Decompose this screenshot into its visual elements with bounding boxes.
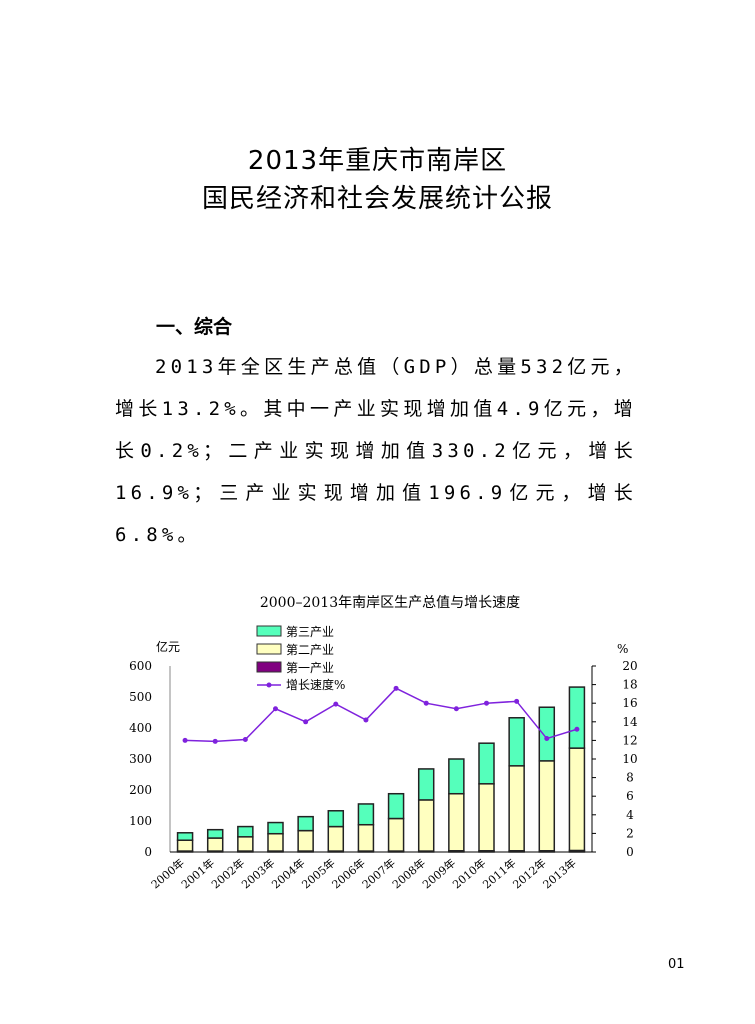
bar-第二产业-2011年 xyxy=(508,765,525,852)
growth-point-2012年 xyxy=(544,736,550,742)
y-tick-label: 500 xyxy=(129,690,152,704)
legend-label: 第一产业 xyxy=(286,661,334,675)
growth-point-2002年 xyxy=(242,736,248,742)
x-tick-label: 2007年 xyxy=(359,856,398,892)
bar-第二产业-2009年 xyxy=(448,792,465,852)
growth-point-2011年 xyxy=(514,698,520,704)
y-axis-label: 亿元 xyxy=(156,639,180,654)
document-title-line1: 2013年重庆市南岸区 xyxy=(247,146,508,176)
legend-swatch xyxy=(256,625,282,637)
bar-第三产业-2005年 xyxy=(327,810,345,828)
y-tick-label: 600 xyxy=(129,659,152,673)
bar-第二产业-2010年 xyxy=(478,783,495,852)
bar-第二产业-2002年 xyxy=(237,836,254,852)
bar-第二产业-2012年 xyxy=(538,760,556,852)
y2-tick-label: 12 xyxy=(622,733,637,747)
x-tick-label: 2000年 xyxy=(148,856,187,892)
document-title-line2: 国民经济和社会发展统计公报 xyxy=(201,184,553,214)
legend-label: 第三产业 xyxy=(286,625,334,639)
x-tick-label: 2004年 xyxy=(269,856,308,892)
x-tick-label: 2008年 xyxy=(389,856,428,892)
x-tick-label: 2009年 xyxy=(419,856,458,892)
bar-第二产业-2003年 xyxy=(267,832,284,852)
bar-第二产业-2004年 xyxy=(297,829,314,852)
bar-第三产业-2011年 xyxy=(508,717,525,767)
bar-第三产业-2010年 xyxy=(478,742,495,785)
y2-tick-label: 16 xyxy=(622,696,637,710)
bar-第二产业-2005年 xyxy=(327,825,345,852)
bar-第三产业-2001年 xyxy=(206,828,224,839)
bar-第三产业-2012年 xyxy=(538,706,556,762)
y2-tick-label: 0 xyxy=(626,845,634,859)
y2-tick-label: 20 xyxy=(622,659,637,673)
y2-tick-label: 14 xyxy=(622,715,638,729)
growth-point-2005年 xyxy=(333,701,339,707)
bar-第二产业-2001年 xyxy=(206,837,224,852)
growth-point-2010年 xyxy=(484,700,489,706)
x-tick-label: 2001年 xyxy=(178,856,217,892)
y2-tick-label: 10 xyxy=(622,752,637,766)
growth-point-2000年 xyxy=(182,737,188,743)
x-tick-label: 2005年 xyxy=(299,856,338,892)
x-tick-label: 2006年 xyxy=(329,856,368,892)
legend-label: 第二产业 xyxy=(286,643,334,657)
legend-label: 增长速度% xyxy=(286,677,345,692)
bar-第二产业-2007年 xyxy=(387,817,405,852)
x-tick-label: 2011年 xyxy=(480,856,519,892)
y2-tick-label: 6 xyxy=(626,789,634,803)
growth-point-2013年 xyxy=(574,726,580,732)
growth-point-2006年 xyxy=(363,717,369,723)
growth-point-2007年 xyxy=(393,685,399,691)
y2-axis-label: % xyxy=(617,642,628,656)
y2-tick-label: 4 xyxy=(626,808,634,822)
growth-point-2009年 xyxy=(453,706,459,712)
chart-title: 2000–2013年南岸区生产总值与增长速度 xyxy=(260,595,520,611)
summary-paragraph: 2013年全区生产总值（GDP）总量532亿元，增长13.2%。其中一产业实现增… xyxy=(115,356,637,546)
legend-swatch xyxy=(256,661,282,673)
bar-第三产业-2006年 xyxy=(357,803,375,826)
x-tick-label: 2002年 xyxy=(208,856,247,892)
legend-line-marker xyxy=(266,682,272,688)
section-heading: 一、综合 xyxy=(156,316,233,338)
x-tick-label: 2003年 xyxy=(239,856,278,892)
bar-第三产业-2008年 xyxy=(417,768,435,801)
x-tick-label: 2013年 xyxy=(540,856,579,892)
bar-第二产业-2000年 xyxy=(176,839,194,852)
bar-第三产业-2009年 xyxy=(448,758,465,795)
growth-point-2003年 xyxy=(273,706,278,712)
growth-point-2008年 xyxy=(423,700,429,706)
y2-tick-label: 18 xyxy=(622,678,637,692)
bar-第三产业-2000年 xyxy=(176,832,194,841)
y-tick-label: 200 xyxy=(129,783,152,797)
y2-tick-label: 8 xyxy=(626,771,634,785)
bar-第三产业-2003年 xyxy=(267,821,284,835)
growth-line xyxy=(185,687,578,743)
growth-point-2001年 xyxy=(212,738,218,744)
y-tick-label: 0 xyxy=(144,845,152,859)
bar-第二产业-2006年 xyxy=(357,823,375,852)
bar-第三产业-2007年 xyxy=(387,792,405,820)
x-tick-label: 2012年 xyxy=(510,856,549,892)
bar-第二产业-2013年 xyxy=(568,747,586,852)
x-tick-label: 2010年 xyxy=(450,856,489,892)
y-tick-label: 400 xyxy=(129,721,152,735)
y2-tick-label: 2 xyxy=(626,826,634,840)
bar-第二产业-2008年 xyxy=(417,799,435,852)
growth-point-2004年 xyxy=(303,719,309,725)
page-number: 01 xyxy=(668,957,685,972)
legend-swatch xyxy=(256,643,282,655)
y-tick-label: 300 xyxy=(129,752,152,766)
bar-第三产业-2002年 xyxy=(237,825,254,838)
bar-第三产业-2004年 xyxy=(297,815,314,832)
y-tick-label: 100 xyxy=(129,814,152,828)
bar-第三产业-2013年 xyxy=(568,686,586,749)
